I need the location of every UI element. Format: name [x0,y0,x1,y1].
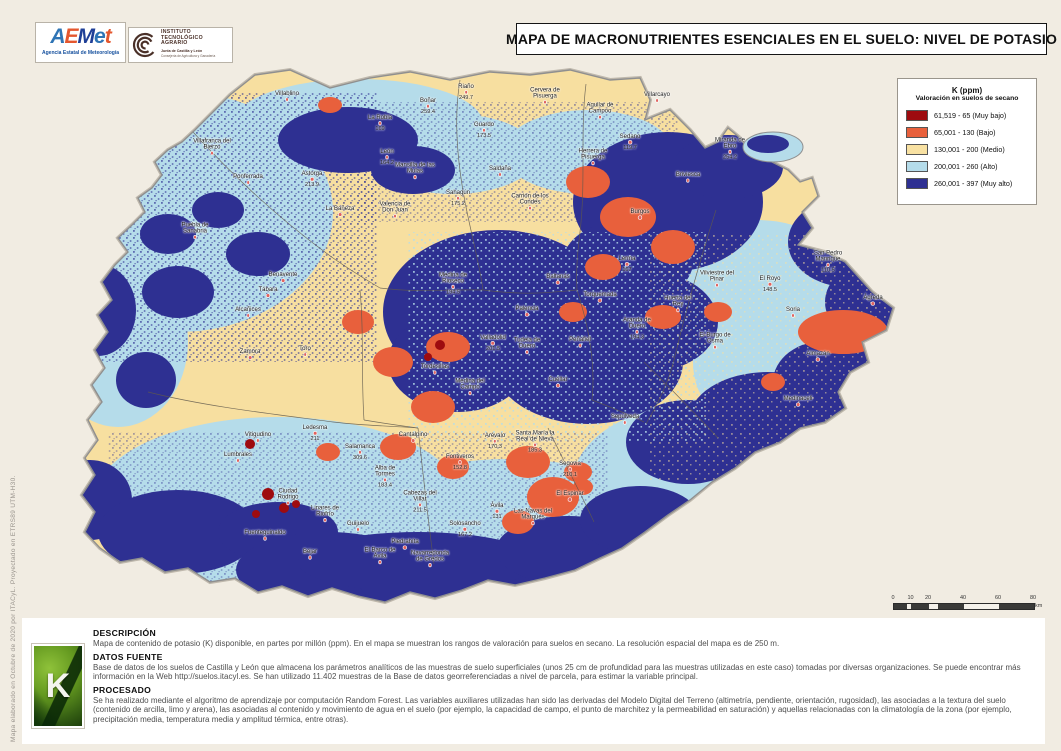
legend-item: 130,001 - 200 (Medio) [906,144,1028,155]
legend-item: 260,001 - 397 (Muy alto) [906,178,1028,189]
itacyl-logo: INSTITUTO TECNOLÓGICO AGRARIO Junta de C… [128,27,233,63]
itacyl-title-line: AGRARIO [161,40,188,47]
footer-section-body: Se ha realizado mediante el algoritmo de… [93,695,1012,724]
aemet-letter: E [64,25,78,48]
footer-sections: DESCRIPCIÓN Mapa de contenido de potasio … [93,625,1041,725]
legend-subtitle: Valoración en suelos de secano [915,95,1019,102]
aemet-letter: t [104,25,112,48]
potassium-leaf-icon: K [31,643,85,729]
legend-swatch [906,127,928,138]
legend-item: 200,001 - 260 (Alto) [906,161,1028,172]
legend-label: 61,519 - 65 (Muy bajo) [934,111,1007,120]
trevino-exclave [742,131,804,163]
legend-label: 130,001 - 200 (Medio) [934,145,1005,154]
scale-bar-tick: 20 [924,595,932,601]
legend-label: 65,001 - 130 (Bajo) [934,128,996,137]
itacyl-rings-icon [132,32,158,58]
legend-swatch [906,161,928,172]
legend-item: 65,001 - 130 (Bajo) [906,127,1028,138]
map-legend: K (ppm) Valoración en suelos de secano 6… [897,78,1037,205]
itacyl-title-line: INSTITUTO [161,29,191,36]
scale-bar-unit: km [1035,603,1043,609]
footer-section-heading: DESCRIPCIÓN [93,628,156,638]
scale-bar-tick: 0 [891,595,895,601]
footer-section-body: Base de datos de los suelos de Castilla … [93,662,1021,682]
scale-bar-tick: 80 [1029,595,1037,601]
itacyl-caption1: Junta de Castilla y León [161,48,203,53]
aemet-letter: M [77,25,95,48]
aemet-letter: e [94,25,106,48]
aemet-wordmark: AEMet [36,24,125,50]
scale-bar-tick: 40 [959,595,967,601]
legend-swatch [906,144,928,155]
legend-title: K (ppm) [951,86,983,95]
aemet-letter: A [50,25,65,48]
legend-item: 61,519 - 65 (Muy bajo) [906,110,1028,121]
map-raster [79,67,896,605]
choropleth-map: Villablino Riaño 249.7 Boñar 259.4 La Robla 16… [28,62,908,614]
scale-bar-tick: 10 [907,595,914,601]
scale-bar: 0 10 20 40 60 80 km [891,595,1045,613]
legend-label: 260,001 - 397 (Muy alto) [934,179,1013,188]
potassium-symbol: K [45,667,71,705]
legend-swatch [906,110,928,121]
legend-swatch [906,178,928,189]
scale-bar-tick: 60 [994,595,1002,601]
footer-panel: K DESCRIPCIÓN Mapa de contenido de potasi… [22,618,1045,744]
aemet-logo: AEMet Agencia Estatal de Meteorología [35,22,126,63]
footer-section-heading: PROCESADO [93,684,152,695]
scale-bar-segments [893,603,1035,610]
map-credit: Mapa elaborado en Octubre de 2020 por IT… [10,475,17,742]
aemet-caption: Agencia Estatal de Meteorología [42,50,119,56]
footer-section-heading: DATOS FUENTE [93,651,163,662]
itacyl-title-line: TECNOLÓGICO [161,34,203,41]
map-title: MAPA DE MACRONUTRIENTES ESENCIALES EN EL… [506,23,1057,55]
footer-section-body: Mapa de contenido de potasio (K) disponi… [93,639,780,648]
legend-label: 200,001 - 260 (Alto) [934,162,998,171]
itacyl-caption2: Consejería de Agricultura y Ganadería [161,54,216,59]
